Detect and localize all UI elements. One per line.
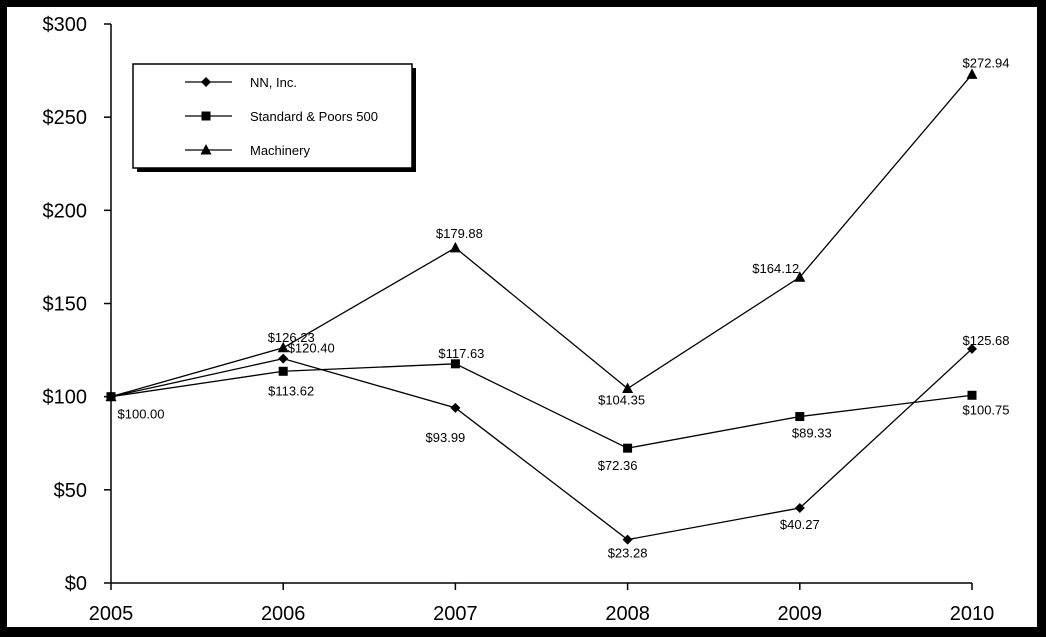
- y-tick-label: $50: [54, 480, 87, 502]
- legend-label: Standard & Poors 500: [250, 109, 378, 124]
- y-tick-label: $200: [43, 200, 88, 222]
- data-label: $179.88: [436, 226, 483, 241]
- x-tick-label: 2009: [778, 603, 823, 625]
- data-label: $120.40: [288, 341, 335, 356]
- series-lines: [110, 74, 973, 541]
- x-tick-label: 2007: [433, 603, 478, 625]
- series-marker: [967, 390, 977, 400]
- data-label: $164.12: [752, 261, 799, 276]
- series-marker: [622, 534, 633, 545]
- series-marker: [278, 366, 288, 376]
- legend-label: NN, Inc.: [250, 75, 297, 90]
- x-tick-label: 2008: [605, 603, 650, 625]
- series-marker: [277, 341, 289, 353]
- series-marker: [966, 68, 978, 79]
- data-label: $72.36: [598, 458, 638, 473]
- data-label: $126.23: [268, 330, 315, 345]
- x-tick-label: 2010: [950, 603, 995, 625]
- data-label: $100.00: [118, 407, 165, 422]
- legend-marker: [200, 144, 212, 155]
- legend-marker: [201, 77, 211, 87]
- data-label: $104.35: [598, 393, 645, 408]
- legend-box: [132, 63, 413, 169]
- series-marker: [967, 343, 977, 354]
- data-label: $272.94: [963, 55, 1010, 70]
- data-label: $100.75: [963, 402, 1010, 417]
- data-label: $117.63: [438, 346, 484, 361]
- data-label: $40.27: [780, 517, 820, 532]
- y-tick-label: $100: [43, 387, 88, 409]
- series-line: [110, 363, 973, 449]
- data-label: $23.28: [608, 546, 648, 561]
- y-tick-label: $0: [65, 573, 87, 595]
- series-marker: [105, 390, 117, 402]
- x-tick-label: 2006: [261, 603, 306, 625]
- data-label: $125.68: [963, 333, 1010, 348]
- x-tick-label: 2005: [89, 603, 134, 625]
- series-marker: [794, 502, 805, 513]
- series-marker: [794, 271, 806, 282]
- y-tick-label: $250: [43, 107, 88, 129]
- legend: NN, Inc. Standard & Poors 500 Machinery: [132, 63, 416, 172]
- series-marker: [450, 402, 461, 413]
- legend-label: Machinery: [250, 143, 310, 158]
- y-tick-label: $300: [43, 14, 88, 36]
- series-marker: [450, 359, 460, 369]
- series-marker: [623, 443, 633, 453]
- series-line: [110, 348, 973, 541]
- data-label: $93.99: [426, 430, 466, 445]
- legend-marker: [201, 111, 211, 121]
- series-marker: [622, 382, 634, 394]
- data-label: $89.33: [792, 426, 832, 441]
- series-marker: [449, 241, 461, 253]
- data-label: $113.62: [268, 383, 314, 398]
- y-tick-label: $150: [43, 294, 88, 316]
- series-markers: [105, 68, 978, 545]
- x-axis-ticks: 2005 2006 2007 2008 2009 2010: [89, 583, 995, 625]
- series-marker: [278, 353, 289, 364]
- series-line: [110, 74, 973, 398]
- data-labels: $100.00 $120.40 $93.99 $23.28 $40.27 $125.68 $…: [118, 55, 1010, 560]
- y-axis-ticks: $0 $50 $100 $150 $200 $250 $300: [43, 14, 111, 595]
- series-marker: [795, 412, 805, 422]
